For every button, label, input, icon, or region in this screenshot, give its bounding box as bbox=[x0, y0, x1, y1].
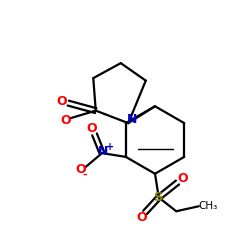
Text: N: N bbox=[98, 146, 108, 158]
Text: O: O bbox=[57, 95, 67, 108]
Text: N: N bbox=[127, 113, 137, 126]
Text: O: O bbox=[136, 211, 146, 224]
Text: CH₃: CH₃ bbox=[199, 201, 218, 211]
Text: -: - bbox=[82, 170, 87, 180]
Text: O: O bbox=[75, 163, 86, 176]
Text: O: O bbox=[87, 122, 97, 134]
Text: O: O bbox=[60, 114, 70, 127]
Text: S: S bbox=[154, 191, 164, 204]
Text: O: O bbox=[177, 172, 188, 185]
Text: +: + bbox=[106, 142, 114, 152]
